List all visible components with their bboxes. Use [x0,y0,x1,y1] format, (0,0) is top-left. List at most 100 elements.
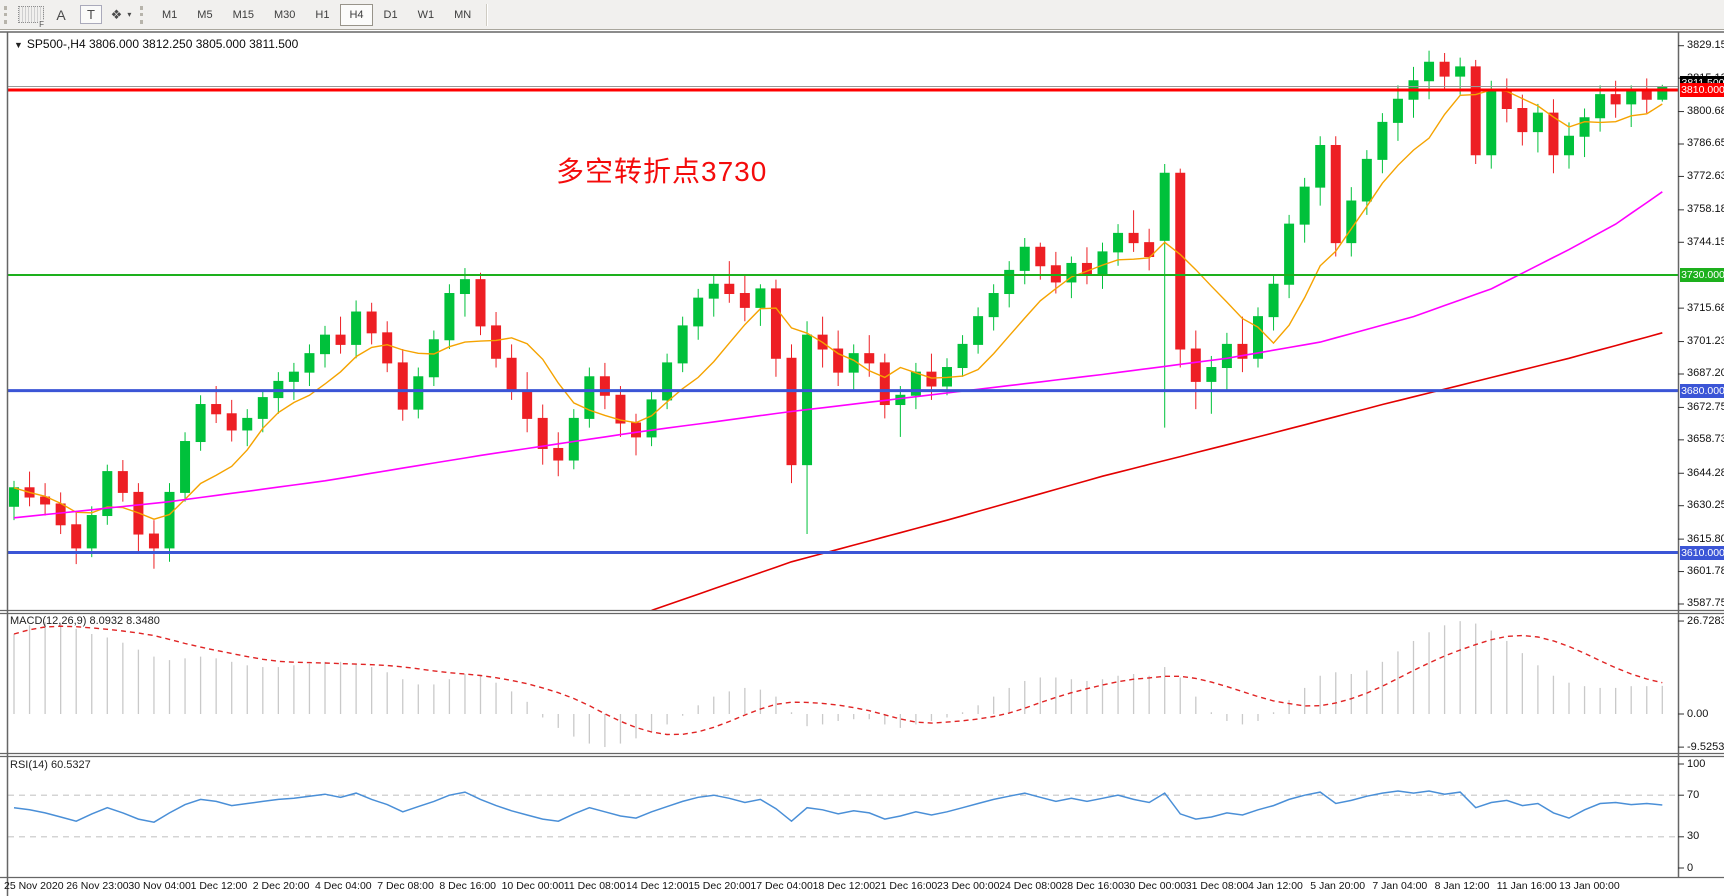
candle [1253,316,1263,359]
candle [973,316,984,345]
candle [1330,145,1341,244]
candle [879,362,890,406]
candle [1470,66,1481,156]
candle [693,297,704,327]
candle [1377,121,1388,160]
candle [226,413,237,431]
candle [1455,66,1466,77]
candle [553,447,564,461]
candle [1299,186,1310,225]
ma-fast-line [13,89,1663,520]
candle [1486,89,1497,156]
timeframe-button-d1[interactable]: D1 [383,8,398,21]
toolbar-grip[interactable] [140,5,146,24]
candle [1657,86,1668,100]
candle [1424,61,1435,82]
candle [599,376,610,396]
candle [55,503,66,526]
candle [755,288,766,308]
candle [506,357,517,392]
candle [1610,94,1621,105]
candle [1346,200,1357,244]
candle [397,362,408,410]
candle [1579,117,1590,137]
timeframe-button-m15[interactable]: M15 [232,8,254,21]
candle [739,293,750,308]
candle [211,404,222,415]
candle [895,394,906,406]
toolbar-separator [486,3,489,26]
timeframe-button-m1[interactable]: M1 [162,8,178,21]
candle [366,311,377,334]
candle [180,441,191,493]
candle [195,404,206,443]
candle [988,293,999,318]
ma-slow-line [651,332,1663,612]
timeframe-button-h4[interactable]: H4 [340,3,373,26]
candle [444,293,455,341]
text-label-tool-button[interactable]: A [56,6,66,23]
candle [724,283,735,295]
candle [117,471,128,493]
candle [1237,343,1248,359]
candle [382,332,393,364]
candle [1144,242,1155,258]
candle [615,394,626,424]
candle [1595,94,1606,119]
candle [1019,246,1030,271]
candle [584,376,595,419]
candle [1175,172,1186,350]
chevron-down-icon[interactable]: ▾ [127,10,132,19]
candle [1532,112,1543,133]
candle [1113,232,1124,253]
toolbar-grip[interactable] [4,5,10,24]
candle [1066,262,1077,283]
text-tool-button[interactable]: T [78,3,104,27]
candle [351,311,362,345]
candle [1439,61,1450,77]
timeframe-button-h1[interactable]: H1 [315,8,330,21]
candle [1517,108,1528,133]
candle [522,390,533,419]
candle [537,417,548,449]
candle [1004,269,1015,295]
candle [242,417,253,431]
timeframe-button-w1[interactable]: W1 [417,8,435,21]
candle [864,353,875,364]
candle [770,288,781,359]
candle [71,524,82,549]
timeframe-bar: M1 M5 M15 M30 H1 H4 D1 W1 MN [152,3,481,26]
shapes-icon: ❖ [110,6,123,22]
templates-grid-icon[interactable]: F [18,3,45,29]
candle [475,279,486,327]
shapes-tool-button[interactable]: ❖ ▾ [108,3,134,27]
candle [926,371,937,387]
timeframe-button-mn[interactable]: MN [454,8,472,21]
candle [304,353,315,373]
candle [320,334,330,355]
candle [1392,98,1403,123]
timeframe-button-m5[interactable]: M5 [197,8,213,21]
candle [833,348,844,373]
candle [957,343,968,369]
candle [164,491,175,549]
candle [1626,89,1637,105]
candle [491,325,502,359]
candle [1206,367,1217,382]
candle [631,422,641,438]
candle [335,334,346,345]
ma-medium-line [13,191,1663,519]
candle [1284,223,1295,285]
rsi-line [13,790,1663,823]
candle [1548,112,1559,156]
candle [1564,135,1574,156]
candle [148,533,159,549]
toolbar: F A T ❖ ▾ M1 M5 M15 M30 H1 H4 D1 W1 MN [0,0,1724,30]
candle [413,376,424,410]
candle [708,283,719,299]
timeframe-button-m30[interactable]: M30 [273,8,296,21]
candle [428,339,439,378]
candle [1361,158,1372,202]
